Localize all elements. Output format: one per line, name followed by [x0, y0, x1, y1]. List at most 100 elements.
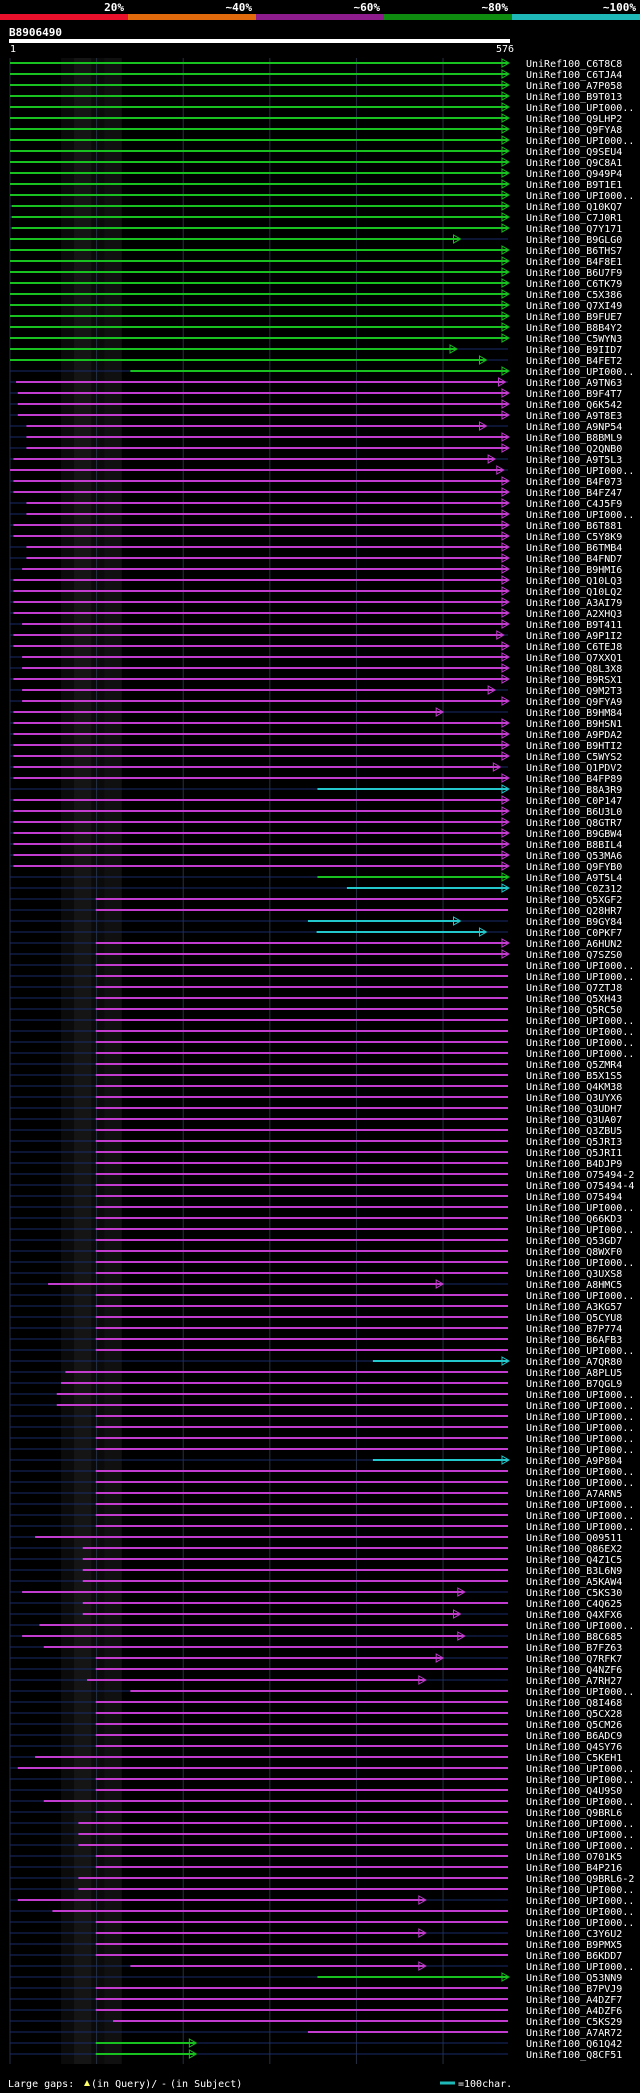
- hit-id-label[interactable]: UniRef100_A7AR72: [526, 2028, 622, 2039]
- hit-id-label[interactable]: UniRef100_Q8GTR7: [526, 818, 622, 829]
- hit-id-label[interactable]: UniRef100_B9T013: [526, 92, 622, 103]
- hit-id-label[interactable]: UniRef100_B4FZ47: [526, 488, 622, 499]
- hit-id-label[interactable]: UniRef100_Q8WXF0: [526, 1247, 622, 1258]
- hit-id-label[interactable]: UniRef100_UPI000..: [526, 1412, 634, 1423]
- hit-id-label[interactable]: UniRef100_Q86EX2: [526, 1544, 622, 1555]
- hit-id-label[interactable]: UniRef100_A7P058: [526, 81, 622, 92]
- hit-id-label[interactable]: UniRef100_Q5CX28: [526, 1709, 622, 1720]
- hit-id-label[interactable]: UniRef100_B8A3R9: [526, 785, 622, 796]
- hit-id-label[interactable]: UniRef100_Q4Z1C5: [526, 1555, 622, 1566]
- hit-id-label[interactable]: UniRef100_B3L6N9: [526, 1566, 622, 1577]
- hit-id-label[interactable]: UniRef100_Q3UA07: [526, 1115, 622, 1126]
- hit-id-label[interactable]: UniRef100_A4DZF6: [526, 2006, 622, 2017]
- hit-id-label[interactable]: UniRef100_Q9LHP2: [526, 114, 622, 125]
- hit-id-label[interactable]: UniRef100_UPI000..: [526, 1962, 634, 1973]
- hit-id-label[interactable]: UniRef100_B9F4T7: [526, 389, 622, 400]
- hit-id-label[interactable]: UniRef100_B4F073: [526, 477, 622, 488]
- hit-id-label[interactable]: UniRef100_Q9C8A1: [526, 158, 622, 169]
- hit-id-label[interactable]: UniRef100_O75494: [526, 1192, 622, 1203]
- hit-id-label[interactable]: UniRef100_C5X386: [526, 290, 622, 301]
- hit-id-label[interactable]: UniRef100_A3AI79: [526, 598, 622, 609]
- hit-id-label[interactable]: UniRef100_Q9FYB0: [526, 862, 622, 873]
- hit-id-label[interactable]: UniRef100_UPI000..: [526, 1841, 634, 1852]
- hit-id-label[interactable]: UniRef100_Q7XXQ1: [526, 653, 622, 664]
- hit-id-label[interactable]: UniRef100_B8BIL4: [526, 840, 622, 851]
- hit-id-label[interactable]: UniRef100_Q7XI49: [526, 301, 622, 312]
- hit-id-label[interactable]: UniRef100_Q949P4: [526, 169, 622, 180]
- hit-id-label[interactable]: UniRef100_Q7Y171: [526, 224, 622, 235]
- hit-id-label[interactable]: UniRef100_C6TK79: [526, 279, 622, 290]
- hit-id-label[interactable]: UniRef100_UPI000..: [526, 1016, 634, 1027]
- hit-id-label[interactable]: UniRef100_A8HMC5: [526, 1280, 622, 1291]
- hit-id-label[interactable]: UniRef100_A9T8E3: [526, 411, 622, 422]
- hit-id-label[interactable]: UniRef100_B4FND7: [526, 554, 622, 565]
- hit-id-label[interactable]: UniRef100_B9HSN1: [526, 719, 622, 730]
- hit-id-label[interactable]: UniRef100_Q5XH43: [526, 994, 622, 1005]
- hit-id-label[interactable]: UniRef100_B6THS7: [526, 246, 622, 257]
- hit-id-label[interactable]: UniRef100_UPI000..: [526, 1291, 634, 1302]
- hit-id-label[interactable]: UniRef100_Q9FYA8: [526, 125, 622, 136]
- hit-id-label[interactable]: UniRef100_A9T5L3: [526, 455, 622, 466]
- hit-id-label[interactable]: UniRef100_UPI000..: [526, 1027, 634, 1038]
- hit-id-label[interactable]: UniRef100_UPI000..: [526, 1401, 634, 1412]
- hit-id-label[interactable]: UniRef100_B8BML9: [526, 433, 622, 444]
- hit-id-label[interactable]: UniRef100_Q4SY76: [526, 1742, 622, 1753]
- hit-id-label[interactable]: UniRef100_B7P774: [526, 1324, 622, 1335]
- hit-id-label[interactable]: UniRef100_UPI000..: [526, 972, 634, 983]
- hit-id-label[interactable]: UniRef100_B8C685: [526, 1632, 622, 1643]
- hit-id-label[interactable]: UniRef100_UPI000..: [526, 961, 634, 972]
- hit-id-label[interactable]: UniRef100_Q10LQ3: [526, 576, 622, 587]
- hit-id-label[interactable]: UniRef100_B9PMX5: [526, 1940, 622, 1951]
- hit-id-label[interactable]: UniRef100_Q3ZBU5: [526, 1126, 622, 1137]
- hit-id-label[interactable]: UniRef100_Q5CM26: [526, 1720, 622, 1731]
- hit-id-label[interactable]: UniRef100_Q9FYA9: [526, 697, 622, 708]
- hit-id-label[interactable]: UniRef100_B6U3L0: [526, 807, 622, 818]
- hit-id-label[interactable]: UniRef100_C6TJA4: [526, 70, 622, 81]
- hit-id-label[interactable]: UniRef100_Q4NZF6: [526, 1665, 622, 1676]
- hit-id-label[interactable]: UniRef100_B9IID7: [526, 345, 622, 356]
- hit-id-label[interactable]: UniRef100_B9FUE7: [526, 312, 622, 323]
- hit-id-label[interactable]: UniRef100_B4FET2: [526, 356, 622, 367]
- hit-id-label[interactable]: UniRef100_Q10LQ2: [526, 587, 622, 598]
- hit-id-label[interactable]: UniRef100_UPI000..: [526, 1511, 634, 1522]
- hit-id-label[interactable]: UniRef100_Q9SEU4: [526, 147, 622, 158]
- hit-id-label[interactable]: UniRef100_B9HTI2: [526, 741, 622, 752]
- hit-id-label[interactable]: UniRef100_O701K5: [526, 1852, 622, 1863]
- hit-id-label[interactable]: UniRef100_A9PDA2: [526, 730, 622, 741]
- hit-id-label[interactable]: UniRef100_Q53NN9: [526, 1973, 622, 1984]
- hit-id-label[interactable]: UniRef100_Q5CYU8: [526, 1313, 622, 1324]
- hit-id-label[interactable]: UniRef100_Q5JRI3: [526, 1137, 622, 1148]
- hit-id-label[interactable]: UniRef100_UPI000..: [526, 191, 634, 202]
- hit-id-label[interactable]: UniRef100_A2XHQ3: [526, 609, 622, 620]
- hit-id-label[interactable]: UniRef100_A9P804: [526, 1456, 622, 1467]
- hit-id-label[interactable]: UniRef100_UPI000..: [526, 1225, 634, 1236]
- hit-id-label[interactable]: UniRef100_B6U7F9: [526, 268, 622, 279]
- hit-id-label[interactable]: UniRef100_C7J0R1: [526, 213, 622, 224]
- hit-id-label[interactable]: UniRef100_UPI000..: [526, 1423, 634, 1434]
- hit-id-label[interactable]: UniRef100_C3Y6U2: [526, 1929, 622, 1940]
- hit-id-label[interactable]: UniRef100_A8PLU5: [526, 1368, 622, 1379]
- hit-id-label[interactable]: UniRef100_B6KDD7: [526, 1951, 622, 1962]
- hit-id-label[interactable]: UniRef100_Q09511: [526, 1533, 622, 1544]
- hit-id-label[interactable]: UniRef100_Q5RC50: [526, 1005, 622, 1016]
- hit-id-label[interactable]: UniRef100_A3KG57: [526, 1302, 622, 1313]
- hit-id-label[interactable]: UniRef100_C5KEH1: [526, 1753, 622, 1764]
- hit-id-label[interactable]: UniRef100_A5KAW4: [526, 1577, 622, 1588]
- hit-id-label[interactable]: UniRef100_C4J5F9: [526, 499, 622, 510]
- hit-id-label[interactable]: UniRef100_Q6K542: [526, 400, 622, 411]
- hit-id-label[interactable]: UniRef100_C5KS30: [526, 1588, 622, 1599]
- hit-id-label[interactable]: UniRef100_A7QR80: [526, 1357, 622, 1368]
- hit-id-label[interactable]: UniRef100_Q5ZMR4: [526, 1060, 622, 1071]
- hit-id-label[interactable]: UniRef100_UPI000..: [526, 103, 634, 114]
- hit-id-label[interactable]: UniRef100_UPI000..: [526, 136, 634, 147]
- hit-id-label[interactable]: UniRef100_Q5JRI1: [526, 1148, 622, 1159]
- hit-id-label[interactable]: UniRef100_B4DJP9: [526, 1159, 622, 1170]
- hit-id-label[interactable]: UniRef100_O75494-2: [526, 1170, 634, 1181]
- hit-id-label[interactable]: UniRef100_Q8CF51: [526, 2050, 622, 2061]
- hit-id-label[interactable]: UniRef100_Q7RFK7: [526, 1654, 622, 1665]
- hit-id-label[interactable]: UniRef100_UPI000..: [526, 1907, 634, 1918]
- hit-id-label[interactable]: UniRef100_B9HM84: [526, 708, 622, 719]
- hit-id-label[interactable]: UniRef100_Q8L3X8: [526, 664, 622, 675]
- hit-id-label[interactable]: UniRef100_Q5XGF2: [526, 895, 622, 906]
- hit-id-label[interactable]: UniRef100_C0Z312: [526, 884, 622, 895]
